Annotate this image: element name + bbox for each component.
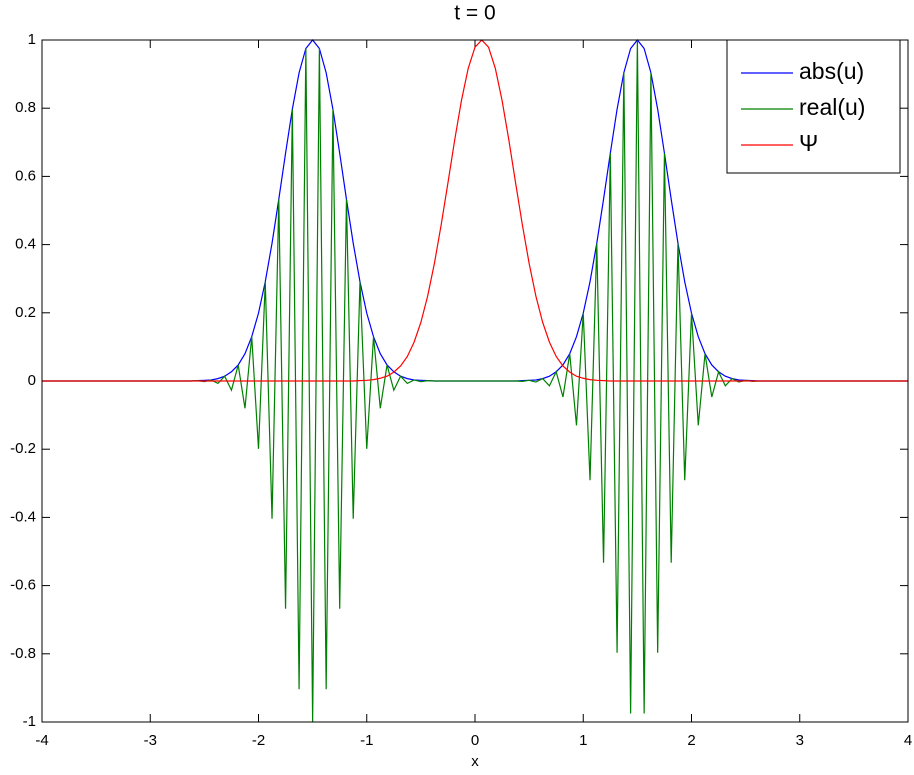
- plot-frame: [41, 39, 909, 723]
- y-tick-label: -0.6: [10, 577, 36, 594]
- x-tick-label: -2: [252, 732, 265, 749]
- x-axis-label: x: [471, 753, 479, 770]
- x-tick-label: 1: [579, 732, 587, 749]
- legend-label: Ψ: [799, 130, 818, 156]
- y-tick-label: -0.2: [10, 440, 36, 457]
- series-line: [42, 39, 908, 382]
- x-tick-label: 0: [471, 732, 479, 749]
- legend-box: [726, 39, 901, 174]
- chart-title: t = 0: [454, 2, 495, 25]
- x-tick-label: 2: [687, 732, 695, 749]
- y-tick-label: 0.2: [15, 304, 36, 321]
- y-tick-label: -0.4: [10, 508, 36, 525]
- x-tick-label: -3: [144, 732, 157, 749]
- x-tick-label: -1: [360, 732, 373, 749]
- y-tick-label: -1: [23, 713, 36, 730]
- legend-label: abs(u): [799, 58, 864, 84]
- x-tick-label: 3: [796, 732, 804, 749]
- legend-label: real(u): [799, 94, 865, 120]
- x-tick-label: 4: [904, 732, 912, 749]
- series-line: [42, 39, 908, 723]
- y-tick-label: 0.6: [15, 167, 36, 184]
- y-tick-label: -0.8: [10, 645, 36, 662]
- y-tick-label: 0.8: [15, 99, 36, 116]
- y-tick-label: 1: [28, 31, 36, 48]
- x-tick-label: -4: [35, 732, 48, 749]
- legend: abs(u) real(u) Ψ: [726, 39, 901, 174]
- y-tick-label: 0: [28, 372, 36, 389]
- y-tick-label: 0.4: [15, 236, 36, 253]
